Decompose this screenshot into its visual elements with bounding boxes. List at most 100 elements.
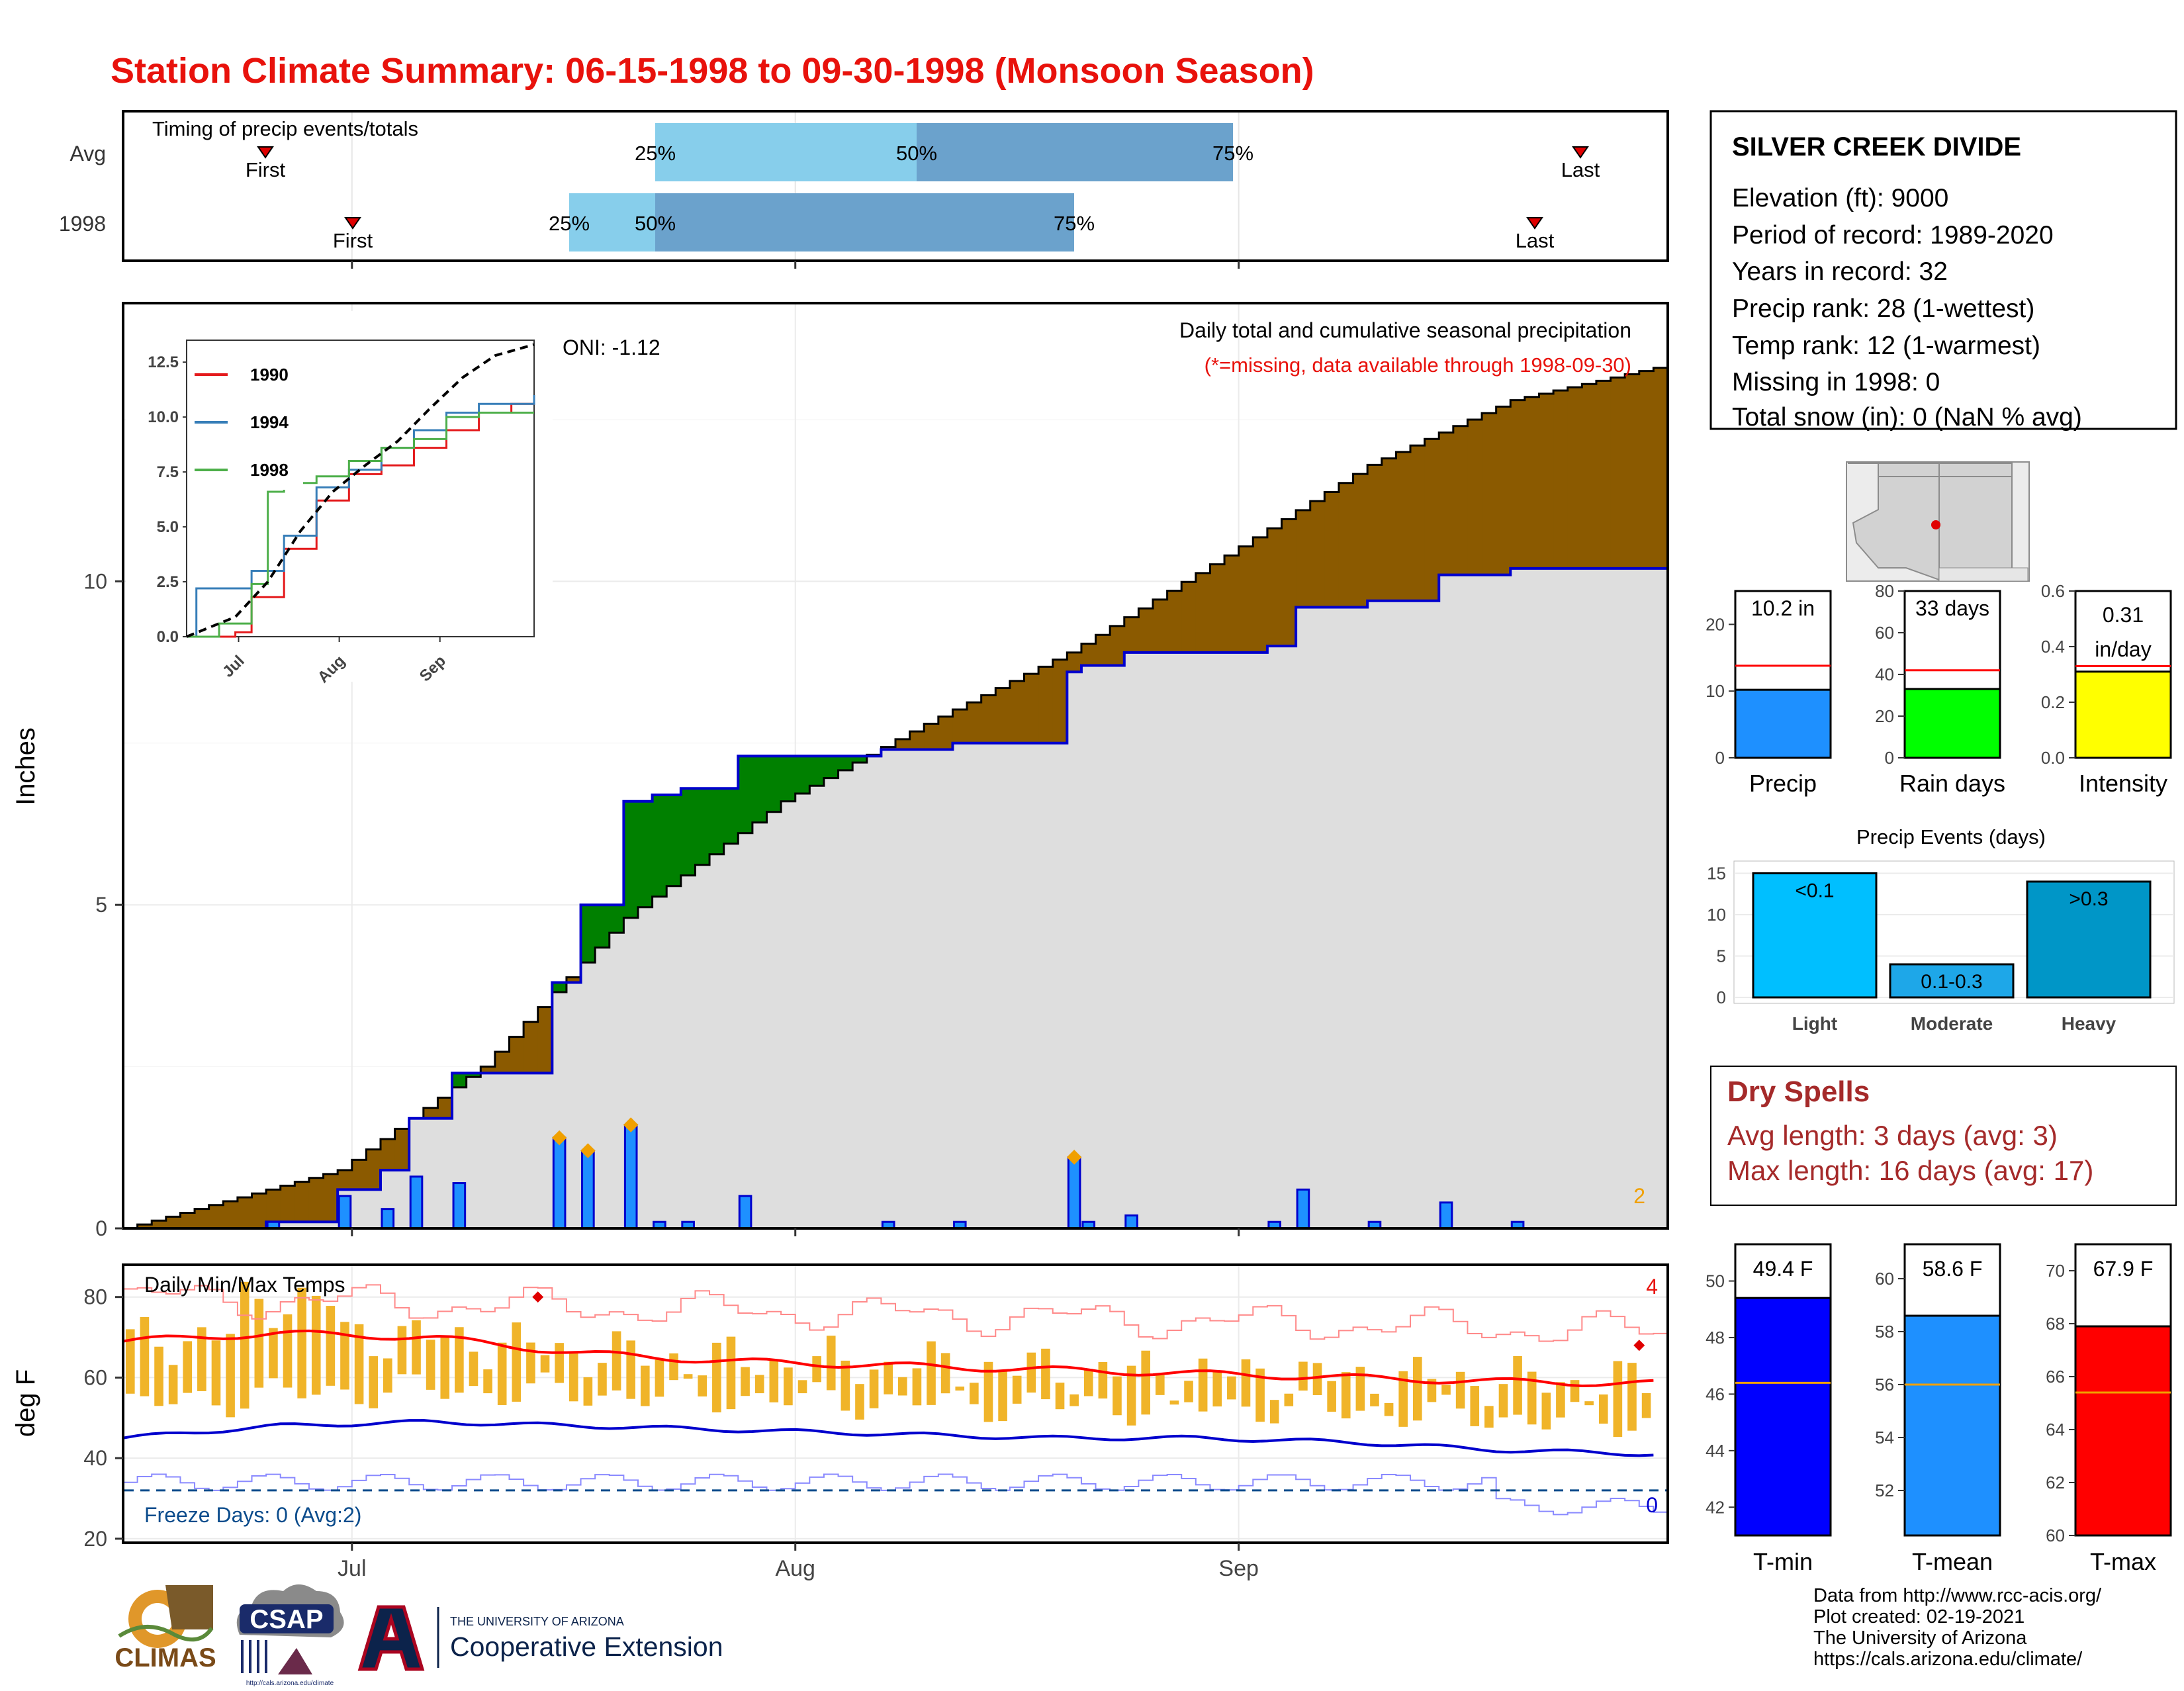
deficit-area-segment bbox=[223, 1201, 238, 1228]
daily-temp-range-bar bbox=[183, 1341, 193, 1393]
daily-temp-range-bar bbox=[440, 1336, 450, 1399]
station-years: Years in record: 32 bbox=[1732, 257, 1948, 286]
temp-chart-frame bbox=[122, 1263, 1669, 1544]
inset-ytick-label-5: 12.5 bbox=[148, 353, 179, 371]
daily-temp-range-bar bbox=[1484, 1406, 1494, 1428]
surplus-area-segment bbox=[623, 801, 639, 918]
temp-bar-tick-label: 42 bbox=[1706, 1497, 1725, 1517]
summary-bar-tick-label: 20 bbox=[1875, 706, 1894, 726]
deficit-area-segment bbox=[566, 977, 582, 983]
summary-bar-tick-label: 10 bbox=[1706, 681, 1725, 701]
deficit-area-segment bbox=[1195, 572, 1210, 653]
deficit-area-segment bbox=[1296, 510, 1311, 608]
daily-temp-range-bar bbox=[383, 1358, 392, 1393]
daily-temp-range-bar bbox=[1141, 1350, 1150, 1415]
daily-temp-range-bar bbox=[1212, 1371, 1222, 1407]
station-name: SILVER CREEK DIVIDE bbox=[1732, 132, 2021, 161]
station-info: SILVER CREEK DIVIDE Elevation (ft): 9000… bbox=[1709, 110, 2177, 432]
inset-legend-label-1998: 1998 bbox=[250, 460, 289, 480]
precip-chart-ylabel: Inches bbox=[11, 727, 40, 805]
daily-temp-range-bar bbox=[254, 1299, 264, 1388]
summary-bar-value-label: 33 days bbox=[1915, 596, 1989, 620]
summary-bar-value bbox=[2074, 670, 2172, 759]
deficit-area-segment bbox=[1081, 643, 1097, 666]
daily-temp-range-bar bbox=[970, 1383, 979, 1404]
daily-temp-range-bar bbox=[1241, 1359, 1251, 1407]
temp-bar-tick-label: 62 bbox=[2046, 1473, 2065, 1492]
deficit-area-segment bbox=[1539, 393, 1554, 569]
daily-temp-range-bar bbox=[512, 1322, 522, 1402]
summary-bar-tick-label: 0.4 bbox=[2041, 637, 2065, 657]
daily-temp-range-bar bbox=[140, 1317, 150, 1396]
temp-bar-category-label: T-min bbox=[1753, 1548, 1813, 1575]
daily-temp-range-bar bbox=[1169, 1400, 1179, 1405]
temp-bar-tick-label: 54 bbox=[1875, 1428, 1894, 1447]
precip-chart-frame bbox=[122, 302, 1669, 1230]
summary-bar-group-rain-days: 33 days 0 20 40 60 80 Rain days bbox=[1875, 581, 2005, 797]
station-location-marker bbox=[1931, 520, 1940, 529]
avg-tmax-line bbox=[122, 1329, 1654, 1388]
daily-temp-range-bar bbox=[126, 1329, 135, 1394]
daily-temp-range-bar bbox=[483, 1369, 492, 1394]
precip-ytick-label-2: 10 bbox=[83, 569, 107, 593]
daily-temp-range-bar bbox=[1570, 1380, 1580, 1402]
summary-bar-value-label: 10.2 in bbox=[1751, 596, 1815, 620]
daily-temp-range-bar bbox=[655, 1359, 664, 1397]
station-precip-rank: Precip rank: 28 (1-wettest) bbox=[1732, 295, 2034, 323]
daily-temp-range-bar bbox=[1513, 1356, 1522, 1415]
below-cumulative-area bbox=[123, 568, 1668, 1228]
deficit-area-segment bbox=[1052, 659, 1068, 743]
daily-temp-range-bar bbox=[1455, 1371, 1465, 1409]
deficit-area-segment bbox=[1453, 426, 1468, 575]
events-bar-label-heavy: >0.3 bbox=[2069, 888, 2108, 910]
daily-temp-range-bar bbox=[226, 1334, 235, 1418]
deficit-area-segment bbox=[1482, 413, 1497, 575]
record-temp-marker-0 bbox=[532, 1291, 544, 1303]
surplus-area-segment bbox=[652, 794, 667, 897]
deficit-area-segment bbox=[509, 1036, 524, 1074]
avg-tmin-line bbox=[122, 1419, 1654, 1457]
daily-temp-range-bar bbox=[1055, 1383, 1065, 1410]
daily-temp-range-bar bbox=[1384, 1402, 1394, 1416]
deficit-area-segment bbox=[437, 1097, 453, 1119]
daily-temp-range-bar bbox=[698, 1375, 707, 1396]
surplus-area-segment bbox=[852, 756, 868, 763]
precip-ytick-label-0: 0 bbox=[95, 1216, 107, 1240]
temp-bar-group-t-mean: 58.6 F 52 54 56 58 60 T-mean bbox=[1875, 1243, 2001, 1575]
station-info-frame bbox=[1709, 110, 2177, 430]
deficit-area-segment bbox=[1024, 674, 1039, 743]
daily-precip-bar bbox=[623, 1124, 638, 1230]
deficit-area-segment bbox=[1639, 371, 1654, 569]
daily-temp-range-bar bbox=[955, 1387, 965, 1391]
deficit-area-segment bbox=[1038, 666, 1054, 743]
deficit-area-segment bbox=[1310, 501, 1325, 608]
temp-bar-value-label: 67.9 F bbox=[2093, 1257, 2154, 1281]
daily-temp-range-bar bbox=[269, 1328, 278, 1379]
temp-bar-value bbox=[1734, 1297, 1832, 1537]
deficit-area-segment bbox=[1424, 439, 1439, 601]
state-outline-mexico bbox=[1938, 567, 2028, 582]
summary-bar-group-precip: 10.2 in 0 10 20 Precip bbox=[1706, 590, 1832, 797]
daily-temp-range-bar bbox=[412, 1320, 421, 1375]
daily-precip-bar bbox=[581, 1150, 595, 1230]
deficit-area-segment bbox=[523, 1022, 539, 1074]
daily-temp-range-bar bbox=[1341, 1372, 1351, 1419]
temp-bar-tick-label: 64 bbox=[2046, 1420, 2065, 1440]
deficit-area-segment bbox=[251, 1193, 267, 1228]
csap-logo: CSAP http://cals.arizona.edu/climate bbox=[236, 1584, 344, 1687]
dry-spells-max: Max length: 16 days (avg: 17) bbox=[1727, 1155, 2093, 1186]
daily-temp-range-bar bbox=[1355, 1367, 1365, 1411]
surplus-area-segment bbox=[466, 1073, 481, 1077]
summary-bar-tick-label: 20 bbox=[1706, 614, 1725, 634]
surplus-area-segment bbox=[823, 756, 839, 778]
events-bar-label-light: <0.1 bbox=[1795, 880, 1834, 902]
deficit-area-segment bbox=[180, 1212, 195, 1228]
surplus-area-segment bbox=[738, 756, 753, 833]
timing-avg-first-marker bbox=[257, 146, 274, 159]
timing-year-last-marker bbox=[1526, 217, 1543, 230]
deficit-area-segment bbox=[1625, 374, 1640, 569]
deficit-area-segment bbox=[537, 1007, 553, 1074]
daily-temp-range-bar bbox=[683, 1374, 693, 1379]
summary-bar-tick-label: 0 bbox=[1885, 748, 1894, 768]
